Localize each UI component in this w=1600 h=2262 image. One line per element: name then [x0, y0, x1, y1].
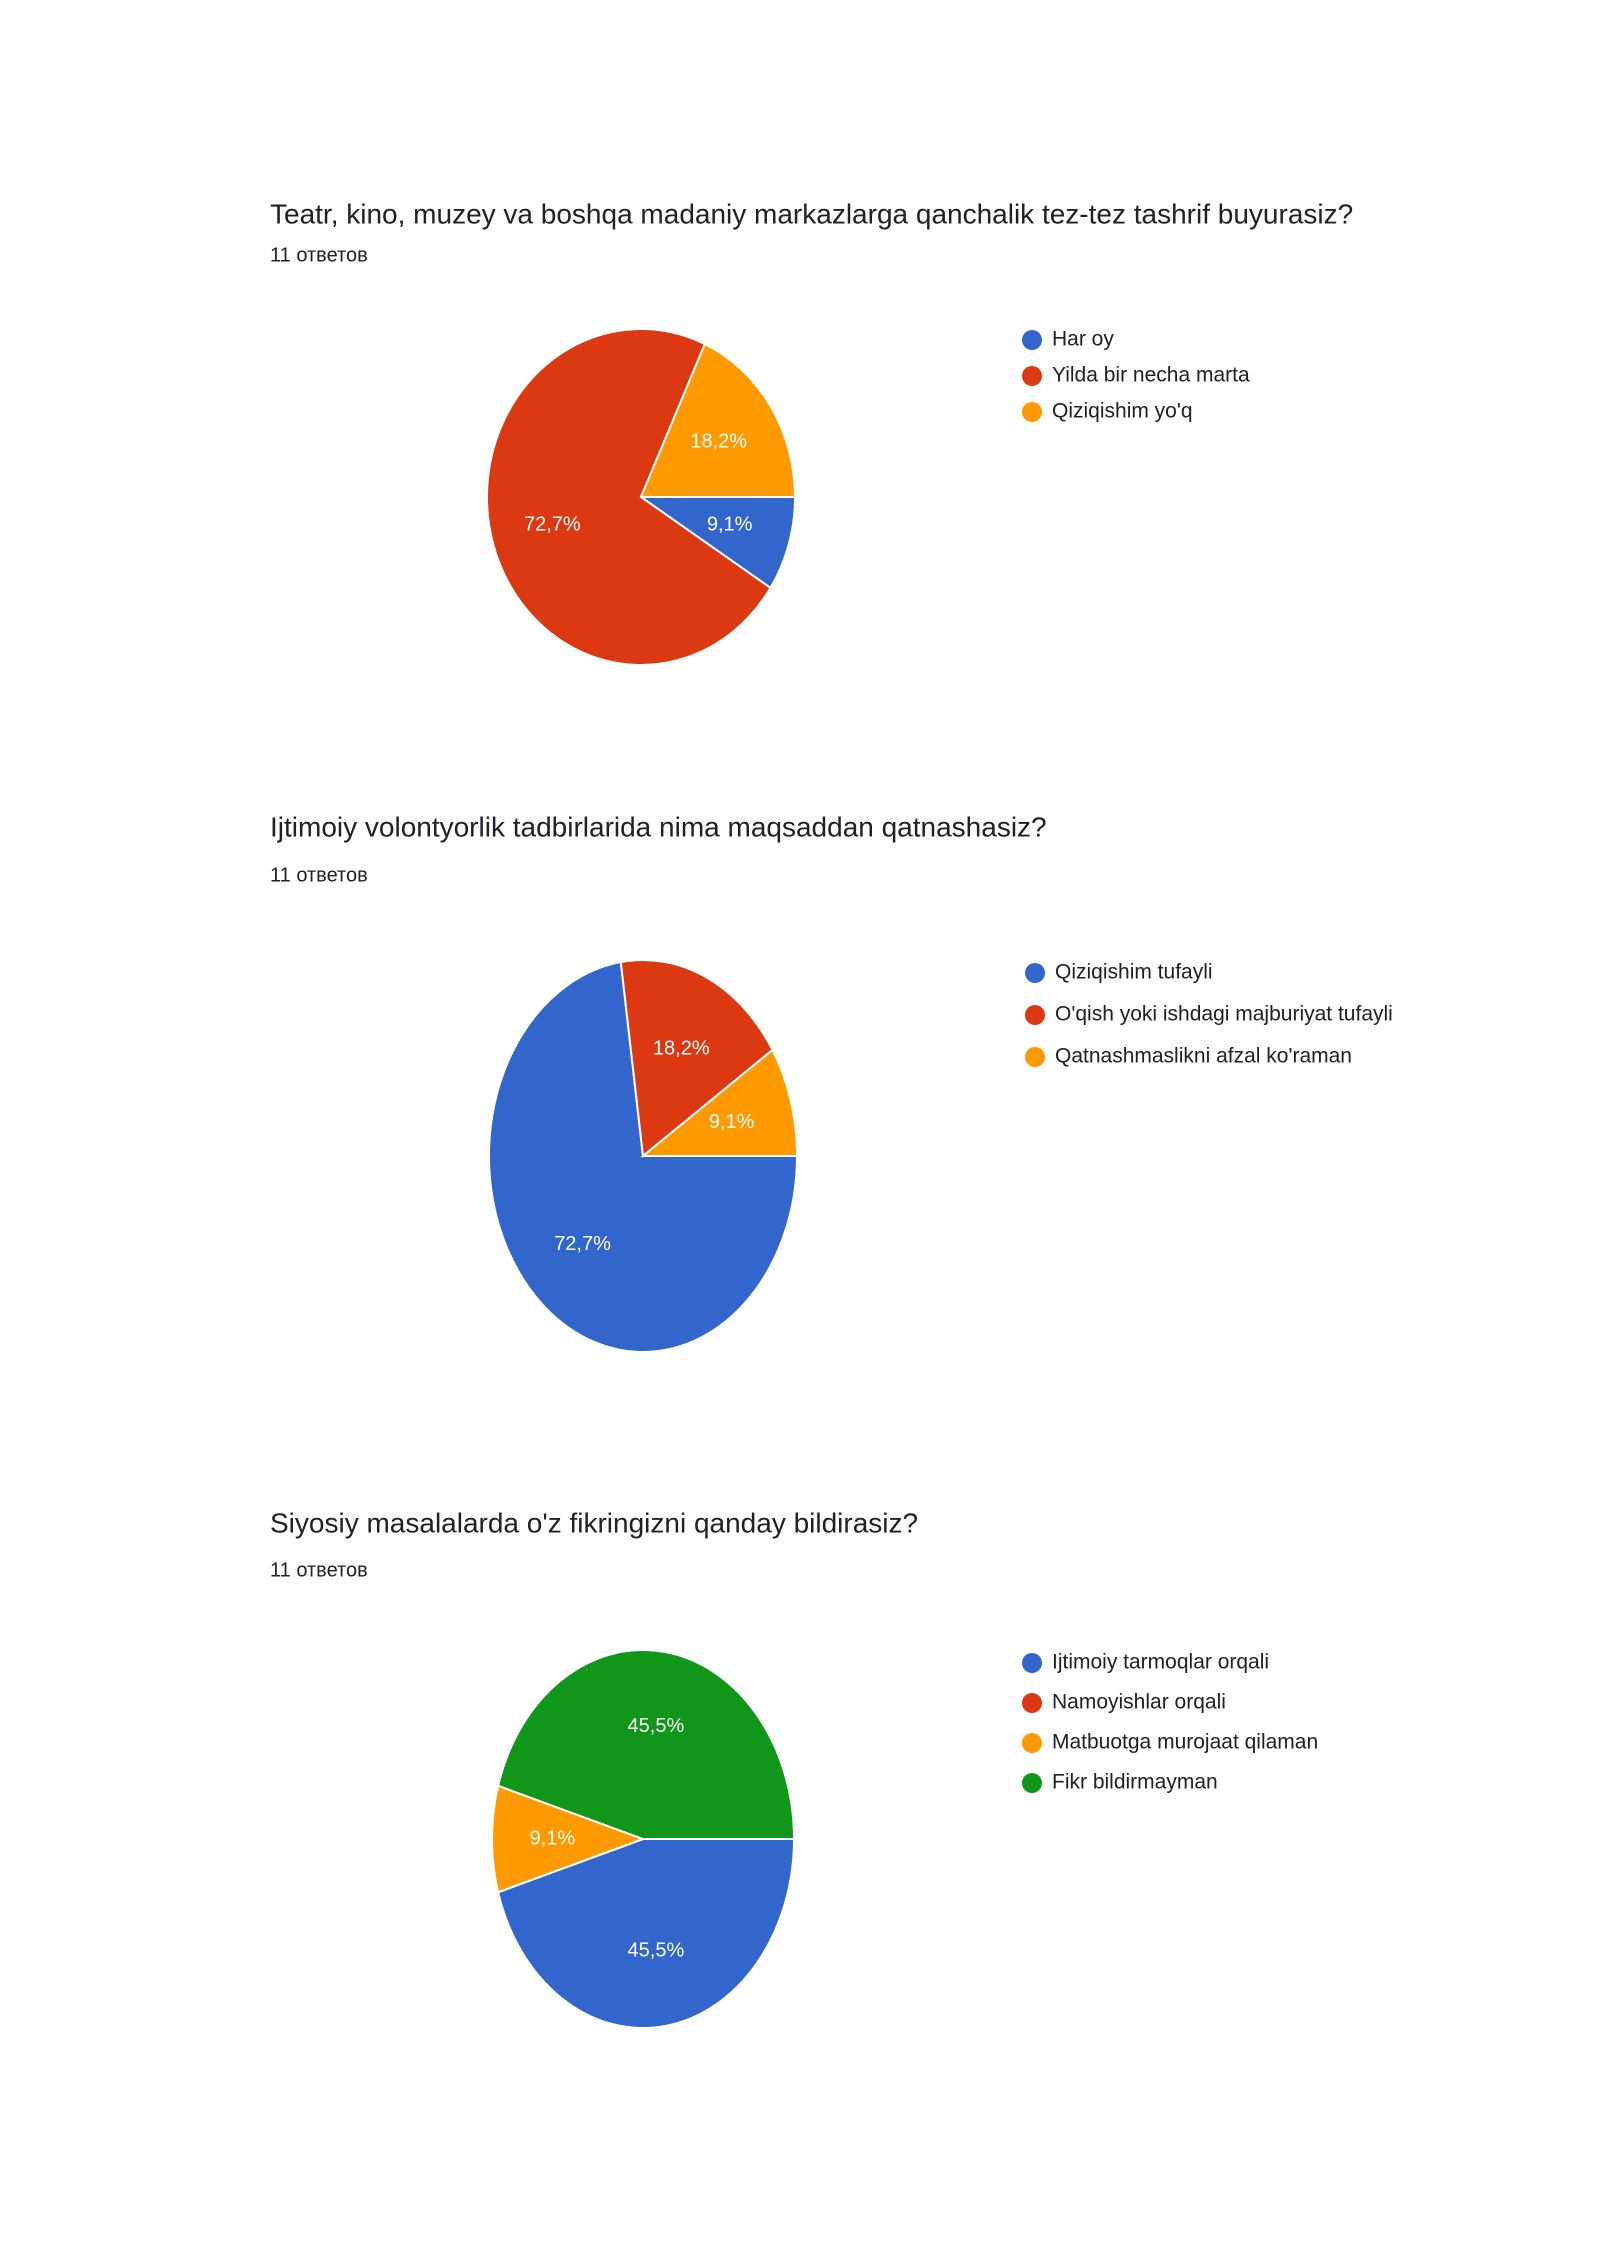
- pie-slice: [486, 328, 772, 666]
- slice-label: 9,1%: [707, 514, 753, 536]
- slice-label: 18,2%: [690, 431, 747, 453]
- legend-label: Qiziqishim tufayli: [1055, 961, 1213, 984]
- chart-title: Siyosiy masalalarda o'z fikringizni qand…: [270, 1507, 918, 1538]
- chart-subtitle: 11 ответов: [270, 864, 368, 886]
- legend-marker: [1025, 963, 1045, 983]
- pie-slice: [496, 1838, 796, 2029]
- slice-label: 72,7%: [524, 514, 581, 536]
- legend-label: Fikr bildirmayman: [1052, 1771, 1218, 1794]
- legend-marker: [1022, 366, 1042, 386]
- legend-marker: [1025, 1047, 1045, 1067]
- chart-subtitle: 11 ответов: [270, 1559, 368, 1581]
- legend-label: O'qish yoki ishdagi majburiyat tufayli: [1055, 1003, 1393, 1026]
- legend-marker: [1025, 1005, 1045, 1025]
- chart-subtitle: 11 ответов: [270, 244, 368, 266]
- chart-title: Ijtimoiy volontyorlik tadbirlarida nima …: [270, 811, 1047, 842]
- pie-slice: [637, 496, 797, 590]
- legend-marker: [1022, 1733, 1042, 1753]
- slice-label: 18,2%: [653, 1037, 710, 1059]
- legend-marker: [1022, 402, 1042, 422]
- pie-slice: [640, 1048, 799, 1157]
- legend-label: Qiziqishim yo'q: [1052, 400, 1193, 423]
- legend-label: Namoyishlar orqali: [1052, 1691, 1226, 1714]
- legend-marker: [1022, 330, 1042, 350]
- chart-title: Teatr, kino, muzey va boshqa madaniy mar…: [270, 198, 1353, 229]
- slice-label: 9,1%: [530, 1827, 576, 1849]
- legend-marker: [1022, 1693, 1042, 1713]
- legend-marker: [1022, 1653, 1042, 1673]
- legend-label: Matbuotga murojaat qilaman: [1052, 1731, 1318, 1754]
- legend-marker: [1022, 1773, 1042, 1793]
- legend-label: Har oy: [1052, 328, 1114, 351]
- slice-label: 45,5%: [628, 1715, 685, 1737]
- legend-label: Ijtimoiy tarmoqlar orqali: [1052, 1651, 1269, 1674]
- pie-slice: [491, 1784, 646, 1894]
- pie-slice: [496, 1649, 796, 1840]
- legend-label: Yilda bir necha marta: [1052, 364, 1250, 387]
- slice-label: 9,1%: [709, 1111, 755, 1133]
- slice-label: 45,5%: [628, 1940, 685, 1962]
- pie-slice: [639, 342, 797, 498]
- slice-label: 72,7%: [554, 1233, 611, 1255]
- legend-label: Qatnashmaslikni afzal ko'raman: [1055, 1045, 1352, 1068]
- pie-slice: [619, 959, 774, 1158]
